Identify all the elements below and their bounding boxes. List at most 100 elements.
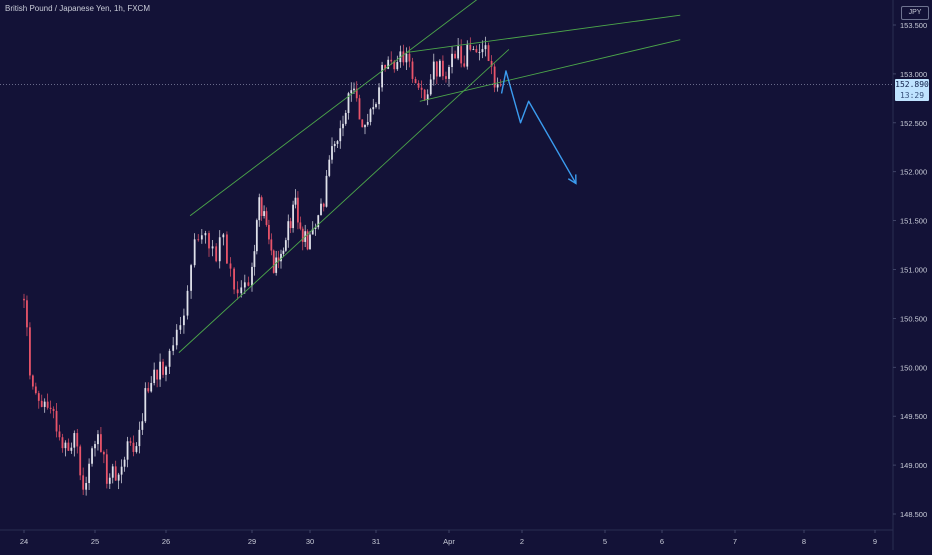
trendline-channel-upper[interactable] xyxy=(189,0,625,217)
candle xyxy=(34,382,37,395)
candle xyxy=(268,219,270,245)
candle xyxy=(175,324,178,350)
candle xyxy=(253,244,256,276)
candle xyxy=(442,55,444,81)
candle xyxy=(168,348,171,374)
candle xyxy=(147,382,150,394)
candle xyxy=(350,82,353,102)
candle xyxy=(186,285,189,320)
candle xyxy=(55,402,58,438)
candle xyxy=(472,46,475,51)
candle xyxy=(438,59,441,78)
bar-countdown: 13:29 xyxy=(899,91,925,100)
y-tick-label: 150.500 xyxy=(900,314,927,323)
candle xyxy=(432,53,435,86)
candle xyxy=(190,263,192,299)
candle xyxy=(361,119,364,128)
candle xyxy=(70,442,73,454)
symbol-title[interactable]: British Pound / Japanese Yen, 1h, FXCM xyxy=(5,4,150,13)
candle xyxy=(429,74,432,96)
y-tick-label: 151.500 xyxy=(900,217,927,226)
candle xyxy=(481,40,484,59)
candle xyxy=(226,231,228,264)
candle xyxy=(108,473,111,490)
candle xyxy=(76,428,79,454)
trendline-channel-lower[interactable] xyxy=(178,49,510,353)
candle xyxy=(29,322,31,380)
candle xyxy=(375,102,377,109)
currency-badge[interactable]: JPY xyxy=(901,6,929,20)
candle xyxy=(58,424,61,441)
candle xyxy=(153,362,156,386)
candle xyxy=(91,446,93,467)
candle xyxy=(369,107,372,126)
candle xyxy=(52,406,55,419)
candle xyxy=(85,476,88,496)
candle xyxy=(292,200,294,233)
x-tick-label: 26 xyxy=(162,537,170,546)
candle xyxy=(37,390,40,409)
candle xyxy=(475,45,478,53)
y-tick-label: 151.000 xyxy=(900,266,927,275)
y-tick-label: 149.500 xyxy=(900,412,927,421)
candle xyxy=(79,444,82,481)
x-tick-label: 31 xyxy=(372,537,380,546)
candle xyxy=(215,243,218,263)
candle xyxy=(287,214,290,248)
candle xyxy=(299,216,302,231)
candle xyxy=(97,430,99,451)
candle xyxy=(381,61,383,92)
candle xyxy=(320,198,322,216)
candle xyxy=(255,218,258,255)
candle xyxy=(457,37,460,61)
candle xyxy=(94,440,96,457)
candle xyxy=(233,267,235,295)
candle xyxy=(114,460,117,481)
candle xyxy=(67,438,70,451)
x-tick-label: 8 xyxy=(802,537,806,546)
x-tick-label: 9 xyxy=(873,537,877,546)
candle xyxy=(411,57,414,83)
candle xyxy=(445,71,447,83)
candle xyxy=(102,450,105,464)
candle xyxy=(405,47,408,71)
y-tick-label: 153.500 xyxy=(900,21,927,30)
candle xyxy=(111,463,114,484)
candle xyxy=(384,64,387,72)
candle xyxy=(448,64,450,87)
candle xyxy=(46,393,49,410)
candle xyxy=(229,257,232,277)
candle xyxy=(211,239,214,257)
candle xyxy=(378,83,380,110)
candle xyxy=(172,337,175,356)
trendline-wedge-upper[interactable] xyxy=(406,14,681,53)
trendline-wedge-lower[interactable] xyxy=(419,39,681,102)
candle xyxy=(258,193,261,227)
candle xyxy=(366,113,369,127)
candle xyxy=(277,250,280,269)
candle xyxy=(344,110,347,126)
x-tick-label: 2 xyxy=(520,537,524,546)
projection-path[interactable] xyxy=(500,70,577,184)
candle xyxy=(204,230,207,244)
candle xyxy=(487,42,490,62)
candle xyxy=(311,221,314,235)
candle xyxy=(426,89,429,106)
candle xyxy=(435,60,438,85)
candle xyxy=(355,81,358,102)
candle xyxy=(156,369,159,388)
candle xyxy=(463,55,466,68)
candle xyxy=(306,229,309,251)
candle xyxy=(159,353,161,387)
candle xyxy=(263,205,265,219)
candle xyxy=(183,308,185,334)
x-tick-label: 30 xyxy=(306,537,314,546)
candle xyxy=(417,80,420,90)
candle xyxy=(240,280,243,298)
x-tick-label: 5 xyxy=(603,537,607,546)
candle xyxy=(251,262,253,292)
candle xyxy=(317,214,320,230)
candle xyxy=(197,234,200,242)
